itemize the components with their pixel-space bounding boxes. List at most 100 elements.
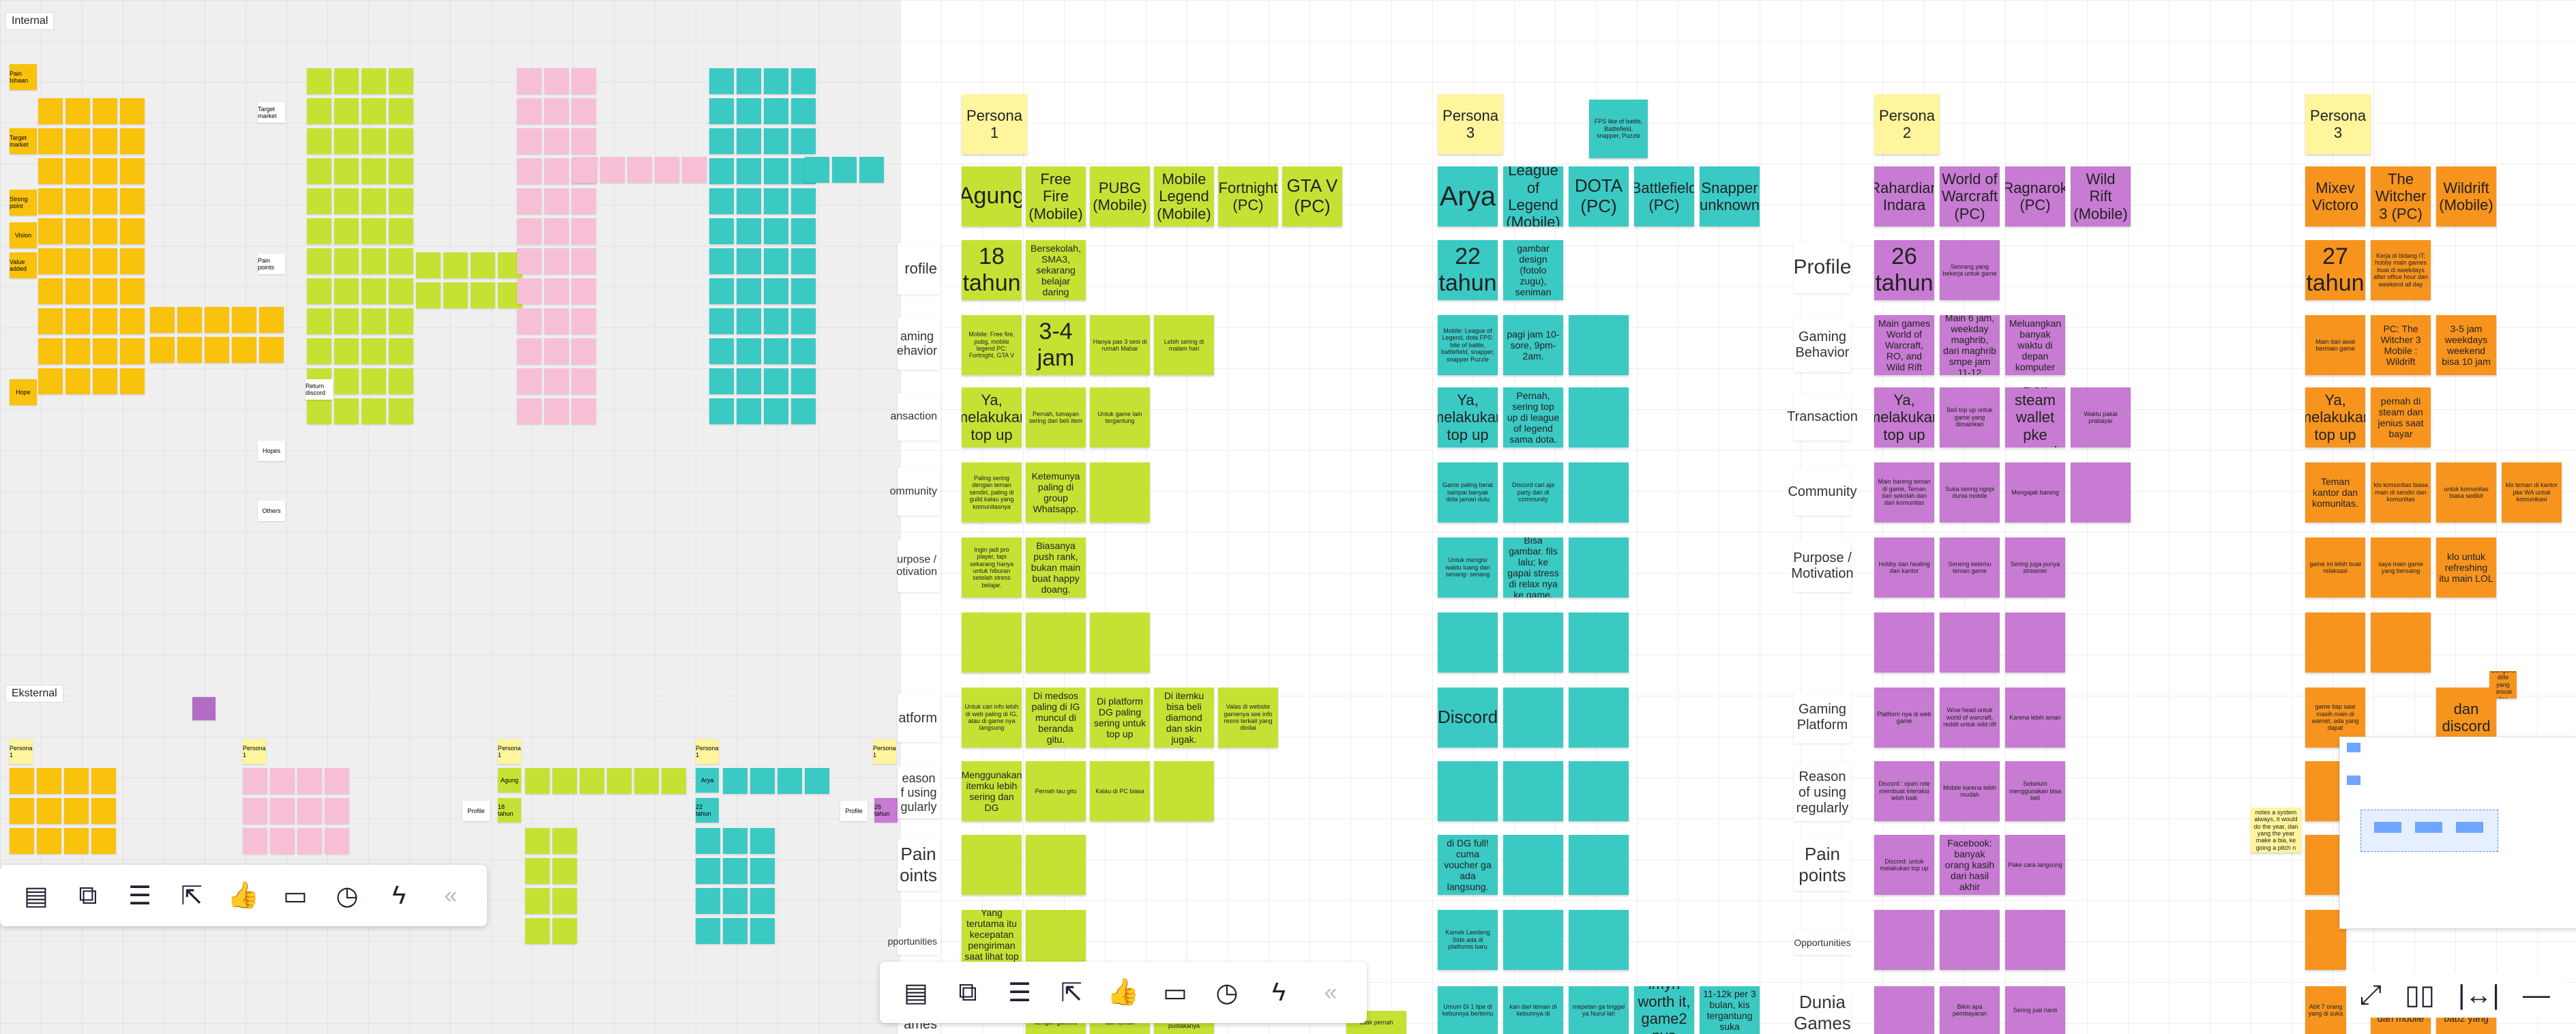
persona-3a-name[interactable]: Arya bbox=[1438, 166, 1498, 226]
mini-pink-note[interactable] bbox=[572, 308, 596, 334]
mini-teal-note[interactable] bbox=[737, 188, 761, 214]
row-label-reason-cut[interactable]: eason f using gularly bbox=[898, 767, 940, 818]
mini-teal-note[interactable] bbox=[791, 308, 816, 334]
mini-gold-note[interactable] bbox=[205, 307, 229, 333]
mini-lime-note[interactable] bbox=[552, 828, 577, 854]
mini-age-26[interactable]: 26 tahun bbox=[874, 798, 898, 823]
collapse-icon[interactable]: « bbox=[1324, 979, 1337, 1005]
mini-teal-note[interactable] bbox=[791, 398, 816, 424]
persona-1-transaction-2[interactable]: Pernah, lumayan sering dari beli item bbox=[1026, 387, 1086, 447]
mini-note-hope[interactable]: Hope bbox=[10, 379, 37, 405]
persona-3a-pain-3[interactable] bbox=[1569, 835, 1629, 895]
mini-pink-note[interactable] bbox=[572, 188, 596, 214]
persona-3b-gaming-1[interactable]: Main dari awal bermain game bbox=[2305, 315, 2365, 375]
persona-3a-age[interactable]: 22 tahun bbox=[1438, 240, 1498, 300]
persona-3a-pain-1[interactable]: di DG full! cuma voucher ga ada langsung… bbox=[1438, 835, 1498, 895]
mini-gold-note[interactable] bbox=[37, 798, 61, 824]
mini-lime-note[interactable] bbox=[307, 128, 331, 154]
persona-3a-header[interactable]: Persona 3 bbox=[1438, 94, 1503, 154]
mini-teal-note[interactable] bbox=[696, 918, 720, 944]
mini-note-pain[interactable]: Pain Ishaan bbox=[10, 64, 37, 90]
mini-lime-note[interactable] bbox=[525, 888, 550, 914]
mini-teal-note[interactable] bbox=[709, 98, 734, 124]
persona-3a-community-1[interactable]: Game paling berat sampai banyak dota jam… bbox=[1438, 462, 1498, 522]
mini-teal-note[interactable] bbox=[764, 158, 788, 184]
mini-lime-note[interactable] bbox=[307, 158, 331, 184]
mini-teal-note[interactable] bbox=[764, 338, 788, 364]
mini-label-hopes[interactable]: Hopes bbox=[258, 441, 285, 461]
mini-lime-note[interactable] bbox=[443, 282, 468, 308]
mini-lime-note[interactable] bbox=[307, 68, 331, 94]
mini-gold-note[interactable] bbox=[120, 278, 145, 304]
mini-note-vision[interactable]: Vision bbox=[10, 222, 37, 248]
mini-gold-note[interactable] bbox=[65, 98, 90, 124]
persona-2-platform-3[interactable]: Karena lebih aman bbox=[2005, 688, 2065, 748]
mini-lime-note[interactable] bbox=[634, 768, 659, 794]
mini-lime-note[interactable] bbox=[361, 128, 386, 154]
mini-lime-note[interactable] bbox=[389, 188, 413, 214]
mini-gold-note[interactable] bbox=[64, 768, 89, 794]
persona-3b-games-1[interactable]: Abit 7 orang yang di suka bbox=[2305, 986, 2346, 1034]
mini-lime-note[interactable] bbox=[334, 398, 359, 424]
minimap-panel[interactable] bbox=[2339, 737, 2576, 929]
mini-lime-note[interactable] bbox=[389, 218, 413, 244]
persona-1-community-2[interactable]: Ketemunya paling di group Whatsapp. bbox=[1026, 462, 1086, 522]
mini-pink-note[interactable] bbox=[297, 828, 322, 854]
mini-teal-note[interactable] bbox=[737, 248, 761, 274]
mini-teal-note[interactable] bbox=[805, 157, 829, 183]
mini-gold-note[interactable] bbox=[65, 248, 90, 274]
persona-3b-purpose-3[interactable]: klo untuk refreshing itu main LOL bbox=[2436, 537, 2496, 597]
mini-teal-note[interactable] bbox=[805, 768, 829, 794]
mini-pink-note[interactable] bbox=[517, 218, 542, 244]
mini-teal-note[interactable] bbox=[723, 888, 747, 914]
mini-lime-note[interactable] bbox=[334, 218, 359, 244]
mini-pink-note[interactable] bbox=[517, 338, 542, 364]
mini-teal-note[interactable] bbox=[764, 308, 788, 334]
mini-teal-note[interactable] bbox=[723, 828, 747, 854]
mini-pink-note[interactable] bbox=[627, 157, 652, 183]
mini-lime-note[interactable] bbox=[389, 308, 413, 334]
persona-3a-transaction-2[interactable]: Pernah, sering top up di league of legen… bbox=[1503, 387, 1563, 447]
mini-pink-note[interactable] bbox=[544, 398, 569, 424]
persona-3a-games-5[interactable]: 11-12k per 3 bulan, kis tergantung suka bbox=[1700, 986, 1760, 1034]
mini-pink-note[interactable] bbox=[517, 248, 542, 274]
mini-teal-note[interactable] bbox=[723, 918, 747, 944]
mini-teal-note[interactable] bbox=[709, 248, 734, 274]
list-icon[interactable]: ☰ bbox=[128, 881, 152, 911]
mini-gold-note[interactable] bbox=[93, 98, 117, 124]
mini-lime-note[interactable] bbox=[389, 128, 413, 154]
persona-2-purpose-2[interactable]: Seneng ketemu teman game bbox=[1940, 537, 2000, 597]
mini-gold-note[interactable] bbox=[38, 338, 63, 364]
persona-2-purpose-3[interactable]: Sering juga punya streamer bbox=[2005, 537, 2065, 597]
row-label-opps-cut[interactable]: pportunities bbox=[888, 928, 940, 955]
persona-1-purpose-1[interactable]: Ingin jadi pro player, tapi sekarang han… bbox=[962, 537, 1022, 597]
mini-lime-note[interactable] bbox=[471, 282, 495, 308]
persona-2-name[interactable]: Rahardian Indara bbox=[1874, 166, 1934, 226]
mini-lime-note[interactable] bbox=[334, 368, 359, 394]
mini-gold-note[interactable] bbox=[91, 828, 116, 854]
mini-gold-note[interactable] bbox=[120, 368, 145, 394]
persona-2-opportunity-3[interactable] bbox=[2005, 910, 2065, 970]
persona-2-reason-3[interactable]: Sebelum menggunakan bisa beli bbox=[2005, 761, 2065, 821]
mini-teal-note[interactable] bbox=[764, 398, 788, 424]
mini-pink-note[interactable] bbox=[517, 278, 542, 304]
mini-pink-note[interactable] bbox=[682, 157, 707, 183]
mini-gold-note[interactable] bbox=[65, 188, 90, 214]
row-label-transaction[interactable]: Transaction bbox=[1787, 393, 1858, 441]
mini-gold-note[interactable] bbox=[93, 218, 117, 244]
mini-gold-note[interactable] bbox=[120, 218, 145, 244]
persona-1-pain-1[interactable] bbox=[962, 835, 1022, 895]
mini-age-22[interactable]: 22 tahun bbox=[696, 798, 719, 823]
row-label-pain[interactable]: Pain points bbox=[1794, 839, 1851, 891]
mini-persona-1c[interactable]: Persona 1 bbox=[498, 739, 521, 764]
mini-lime-note[interactable] bbox=[389, 278, 413, 304]
mini-lime-note[interactable] bbox=[361, 98, 386, 124]
persona-3a-games-4[interactable]: lmyn worth it, game2 nya bbox=[1634, 986, 1694, 1034]
mini-teal-note[interactable] bbox=[737, 368, 761, 394]
mini-pink-note[interactable] bbox=[572, 128, 596, 154]
persona-3a-empty-3[interactable] bbox=[1569, 612, 1629, 673]
mini-pink-note[interactable] bbox=[517, 188, 542, 214]
mini-lime-note[interactable] bbox=[334, 68, 359, 94]
persona-3a-games-1[interactable]: Umum Di 1 tipe di kebunnya bertemu bbox=[1438, 986, 1498, 1034]
mini-label-return[interactable]: Return discord bbox=[306, 379, 333, 400]
